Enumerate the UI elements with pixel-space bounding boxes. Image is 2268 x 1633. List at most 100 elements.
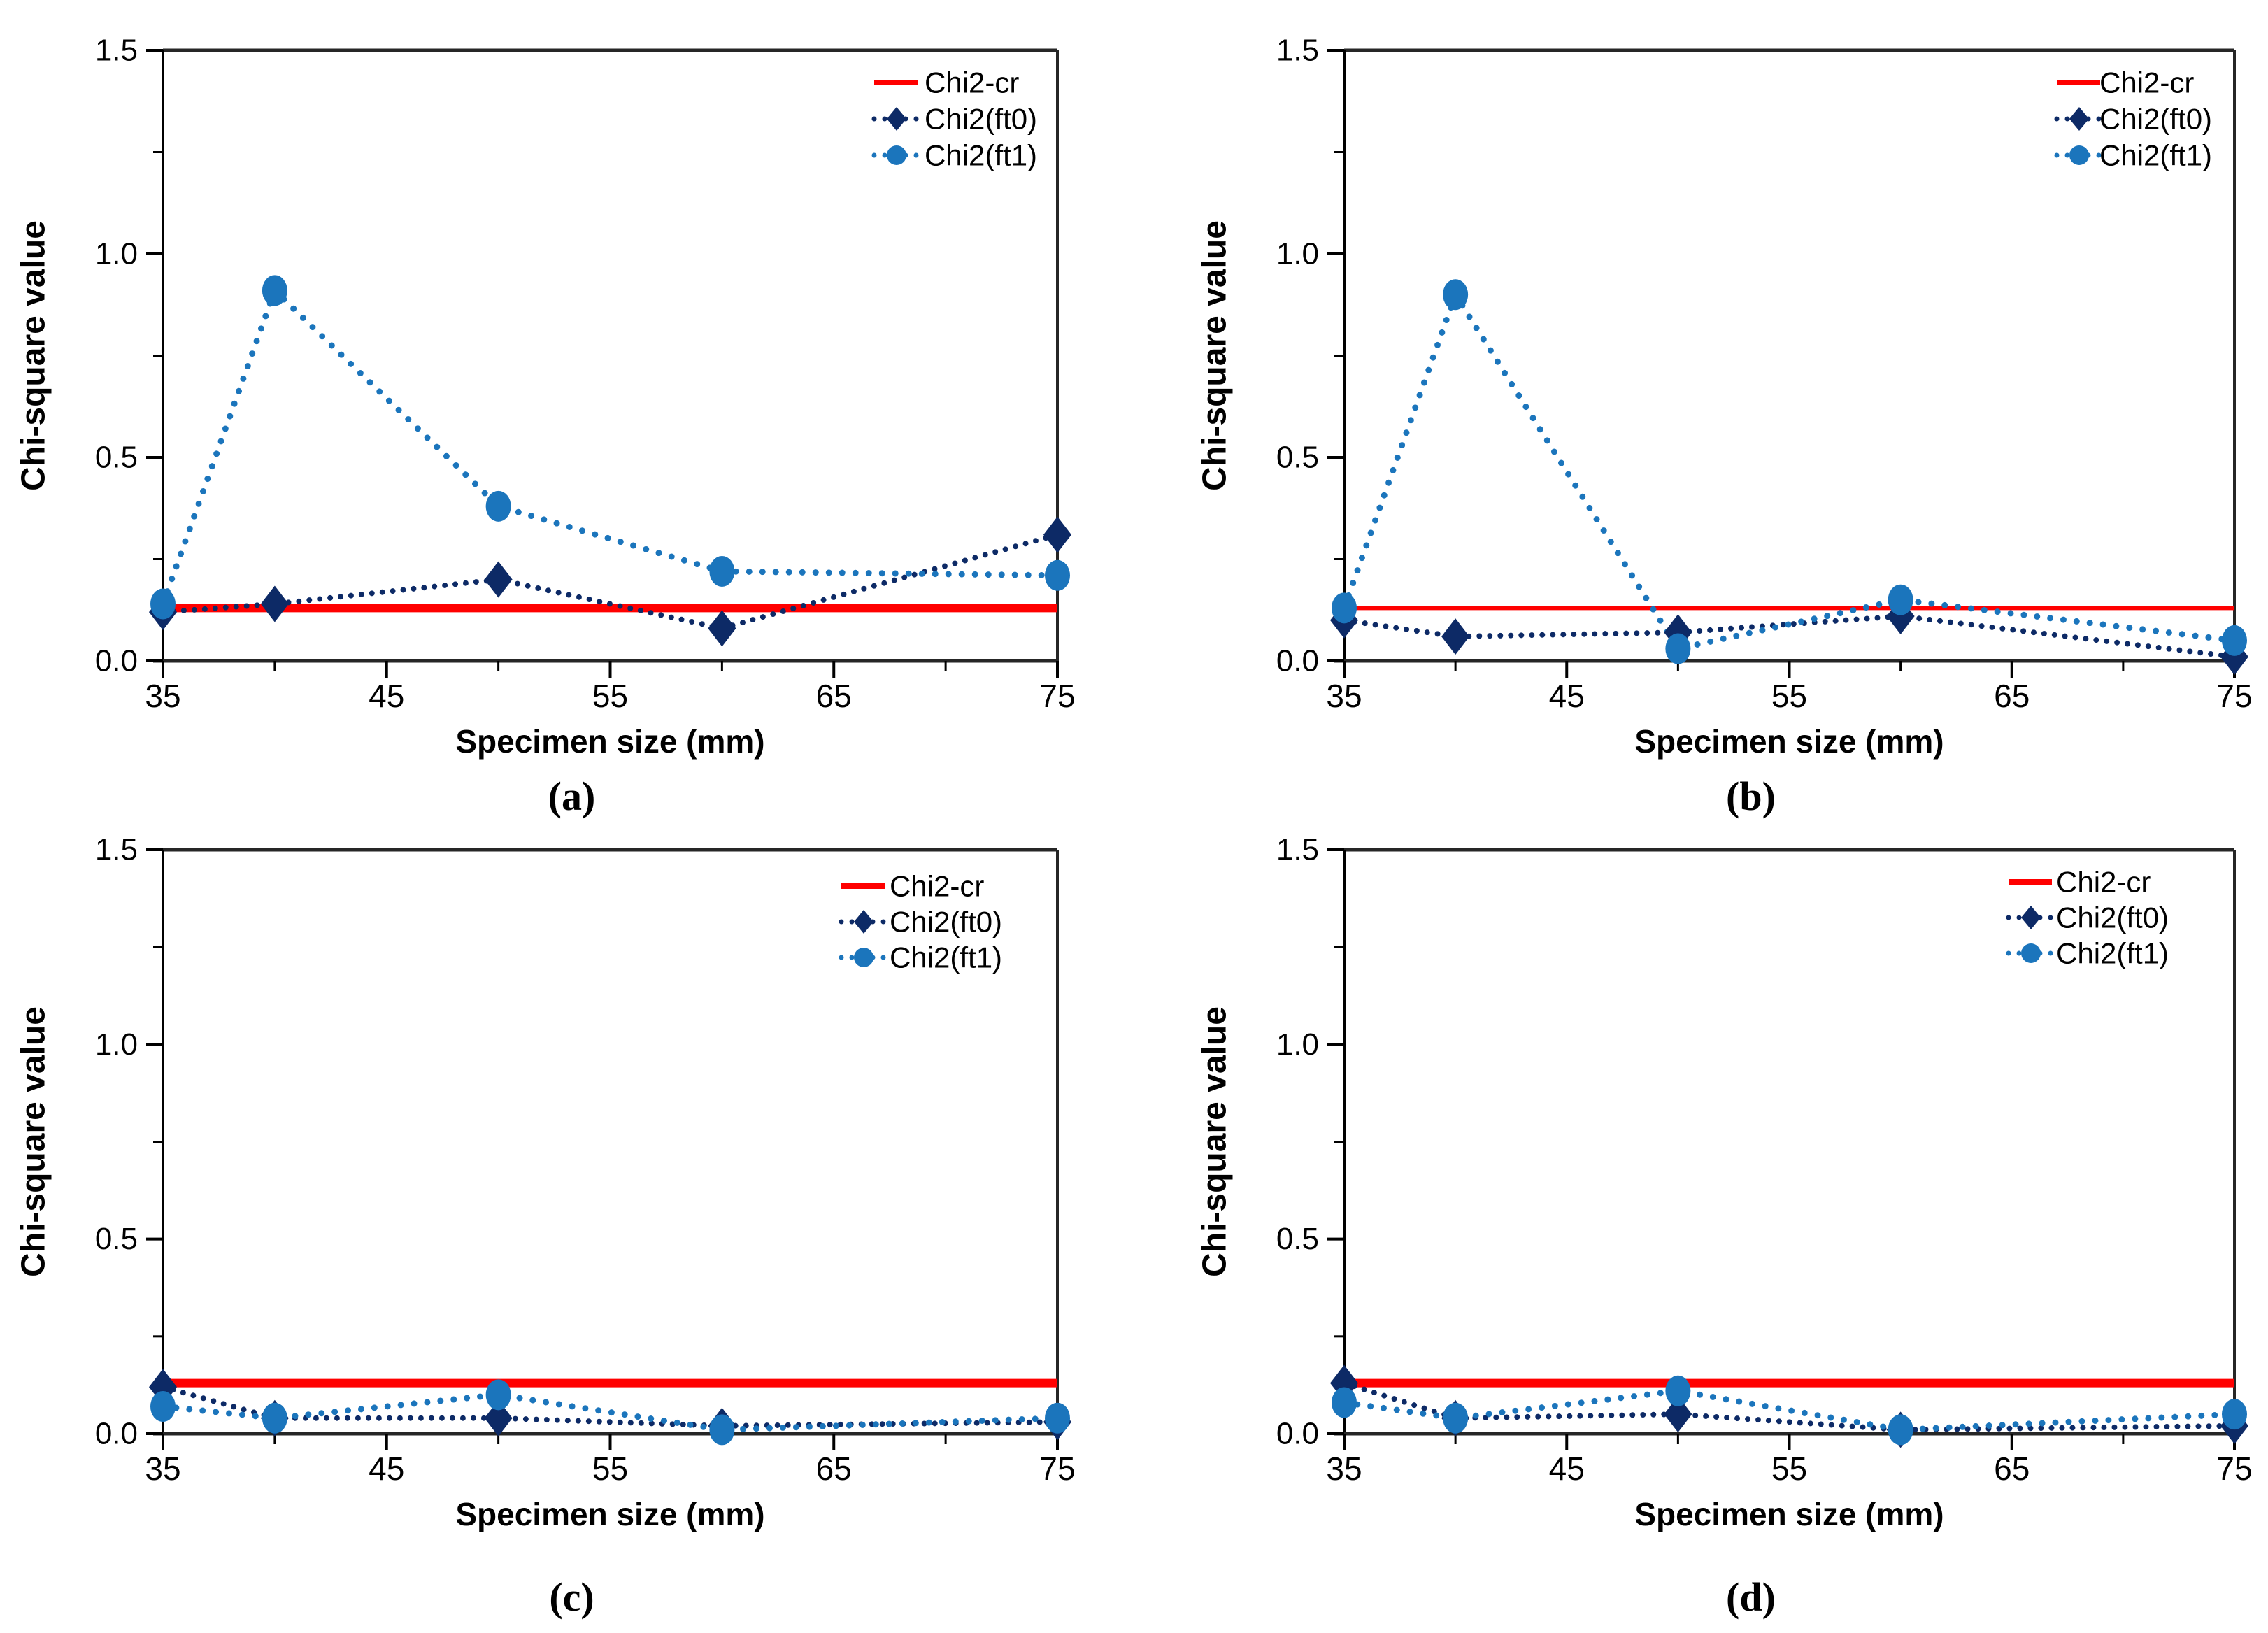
x-tick-label: 75 [1039,678,1075,714]
x-tick-label: 75 [1039,1450,1075,1487]
series-ft1-line [159,285,1061,608]
series-ft0-marker [260,585,289,622]
y-tick-label: 1.5 [95,34,138,68]
legend-label: Chi2-cr [2056,866,2151,899]
series-ft1-marker [2222,625,2247,656]
series-ft1-marker [262,1402,287,1434]
panel-c: 0.0 0.5 1.0 1.5 35 45 55 65 75 Specimen size (mm)… [0,817,1134,1633]
series-ft1-marker [1443,279,1469,311]
legend-label: Chi2(ft0) [2099,103,2212,136]
chart-c: 0.0 0.5 1.0 1.5 35 45 55 65 75 Specimen size (mm)… [15,833,1076,1533]
legend-label: Chi2(ft0) [925,103,1037,136]
series-ft1-marker [1332,592,1357,624]
series-ft1-line [159,1391,1061,1433]
y-tick-label: 1.0 [95,1027,138,1062]
x-tick-label: 65 [1994,678,2030,714]
panel-caption-d: (d) [1726,1574,1776,1620]
legend-sample-circle-marker [887,145,906,165]
series-ft1-marker [709,1414,735,1446]
x-axis-title: Specimen size (mm) [455,723,764,760]
legend-sample-circle-marker [854,948,873,967]
legend-sample-diamond-marker [887,107,906,131]
x-tick-label: 35 [1326,678,1362,714]
legend-sample-diamond-marker [2069,107,2089,131]
x-tick-label: 55 [592,1450,628,1487]
panel-a: 0.0 0.5 1.0 1.5 35 45 55 65 75 Specimen size (mm)… [0,0,1134,820]
y-tick-label: 0.0 [1276,1417,1319,1451]
series-ft0-line [160,1384,1060,1429]
x-tick-label: 35 [1326,1450,1362,1487]
series-ft0-line [1341,1380,2237,1433]
legend-label: Chi2(ft0) [2056,901,2169,934]
legend-sample-circle-marker [2069,145,2089,165]
x-tick-label: 75 [2216,678,2252,714]
legend-label: Chi2(ft0) [890,906,1002,939]
x-tick-label: 45 [1549,1450,1585,1487]
x-axis-title: Specimen size (mm) [1634,1496,1944,1532]
series-ft1-marker [1332,1387,1357,1418]
x-tick-label: 45 [369,678,404,714]
panel-caption-c: (c) [549,1574,594,1620]
y-tick-label: 0.0 [95,644,138,678]
series-ft0-marker [1664,1396,1692,1433]
legend-label: Chi2-cr [2099,66,2194,99]
legend-label: Chi2-cr [890,870,984,903]
series-ft1-marker [262,275,287,306]
y-tick-label: 1.0 [95,237,138,271]
legend-sample-diamond-marker [2021,906,2041,929]
series-ft1-line [1341,287,2238,653]
y-tick-label: 0.5 [1276,1222,1319,1256]
legend-label: Chi2-cr [925,66,1019,99]
series-ft1-marker [1045,1402,1070,1434]
legend-sample-diamond-marker [854,910,873,934]
series-ft1-marker [1665,633,1691,664]
x-tick-label: 55 [592,678,628,714]
y-tick-label: 0.5 [1276,441,1319,475]
series-ft1-marker [150,588,176,620]
series-ft0-marker [484,561,513,598]
x-tick-label: 65 [816,678,852,714]
series-ft1-marker [1888,1414,1913,1446]
x-tick-label: 65 [1994,1450,2030,1487]
x-tick-label: 65 [816,1450,852,1487]
legend-label: Chi2(ft1) [925,139,1037,172]
series-ft1-marker [709,555,735,587]
x-axis-title: Specimen size (mm) [1634,723,1944,760]
legend-label: Chi2(ft1) [890,941,1002,974]
series-ft1-marker [1443,1402,1469,1434]
series-ft1-marker [1665,1375,1691,1406]
y-tick-label: 1.0 [1276,1027,1319,1062]
x-tick-label: 45 [369,1450,404,1487]
series-ft1-marker [485,1379,511,1411]
legend-label: Chi2(ft1) [2056,937,2169,970]
chart-d: 0.0 0.5 1.0 1.5 35 45 55 65 75 Specimen size (mm)… [1197,833,2253,1533]
series-ft0-marker [708,610,736,647]
panel-d: 0.0 0.5 1.0 1.5 35 45 55 65 75 Specimen size (mm)… [1134,817,2268,1633]
legend-label: Chi2(ft1) [2099,139,2212,172]
y-axis-title: Chi-square value [1197,1006,1234,1277]
y-tick-label: 0.5 [95,1222,138,1256]
series-ft1-marker [1888,584,1913,615]
x-tick-label: 35 [145,1450,180,1487]
x-tick-label: 55 [1771,678,1807,714]
panel-caption-b: (b) [1726,773,1776,819]
y-tick-label: 1.0 [1276,237,1319,271]
x-tick-label: 75 [2216,1450,2252,1487]
y-tick-label: 0.0 [95,1417,138,1451]
y-tick-label: 0.5 [95,441,138,475]
series-ft1-marker [1045,559,1070,591]
panel-b: 0.0 0.5 1.0 1.5 35 45 55 65 75 Specimen size (mm)… [1134,0,2268,820]
y-tick-label: 0.0 [1276,644,1319,678]
series-ft1-marker [485,490,511,522]
panel-caption-a: (a) [548,773,596,819]
y-axis-title: Chi-square value [15,220,52,491]
x-tick-label: 55 [1771,1450,1807,1487]
series-ft0-marker [1441,618,1470,655]
y-tick-label: 1.5 [95,833,138,867]
y-tick-label: 1.5 [1276,34,1319,68]
y-axis-title: Chi-square value [1197,220,1234,491]
series-ft0-marker [1043,516,1071,553]
series-ft1-marker [2222,1399,2247,1430]
x-axis-title: Specimen size (mm) [455,1496,764,1532]
